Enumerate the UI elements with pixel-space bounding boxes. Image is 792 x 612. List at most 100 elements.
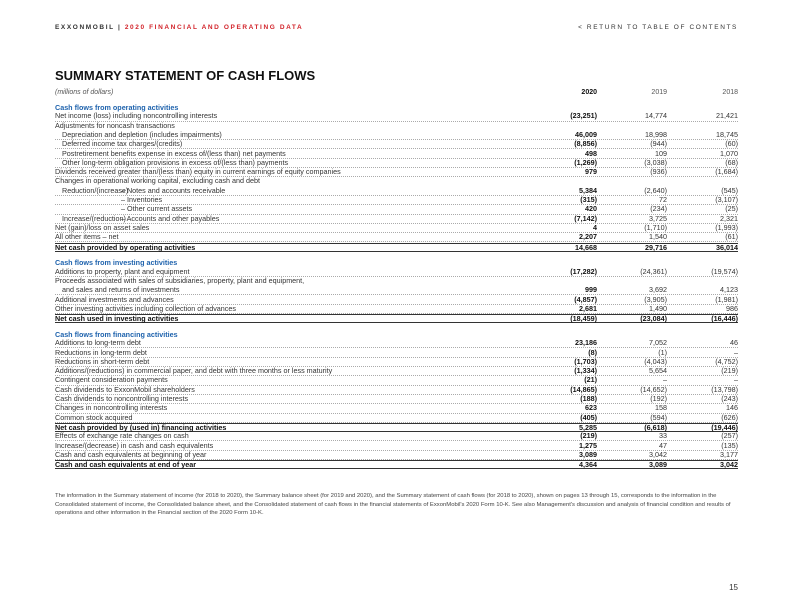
table-row: – Inventories (315) 72 (3,107) — [55, 195, 738, 206]
table-row: Other investing activities including col… — [55, 303, 738, 315]
row-item: – Accounts and other payables — [121, 213, 220, 223]
table-row: Adjustments for noncash transactions — [55, 120, 738, 131]
cell-value: 999 — [585, 285, 597, 295]
cell-value: 36,014 — [716, 242, 738, 252]
row-label: Net cash provided by (used in) financing… — [55, 422, 227, 432]
cell-value: 14,668 — [575, 242, 597, 252]
cell-value: 3,089 — [579, 449, 597, 459]
cell-value: (1,993) — [715, 222, 738, 232]
toc-link[interactable]: < RETURN TO TABLE OF CONTENTS — [578, 24, 738, 31]
row-label: Proceeds associated with sales of subsid… — [55, 275, 305, 285]
cell-value: (188) — [580, 394, 597, 403]
cell-value: 72 — [659, 195, 667, 204]
cell-value: (405) — [580, 412, 597, 422]
cell-value: 23,186 — [575, 338, 597, 348]
page-number: 15 — [729, 583, 738, 592]
cell-value: (1,981) — [715, 294, 738, 304]
cell-value: 3,042 — [720, 460, 738, 470]
row-label: Adjustments for noncash transactions — [55, 120, 175, 130]
row-label: Changes in operational working capital, … — [55, 176, 260, 186]
cell-value: 18,745 — [716, 129, 738, 139]
cell-value: 2,681 — [579, 303, 597, 313]
cell-value: (61) — [725, 232, 738, 242]
cell-value: 33 — [659, 431, 667, 441]
table-row: Depreciation and depletion (includes imp… — [55, 129, 738, 141]
row-label: Other investing activities including col… — [55, 303, 236, 313]
table-row: Cash and cash equivalents at beginning o… — [55, 449, 738, 461]
total-row: Cash and cash equivalents at end of year… — [55, 460, 738, 470]
row-label: Additions to long-term debt — [55, 338, 141, 348]
cell-value: (1,684) — [715, 167, 738, 177]
row-label: Reduction/(increase) — [62, 185, 129, 195]
cell-value: 2,321 — [720, 213, 738, 223]
cell-value: 47 — [659, 440, 667, 450]
table-row: – Other current assets 420 (234) (25) — [55, 204, 738, 215]
row-label: Postretirement benefits expense in exces… — [62, 148, 286, 158]
table-row: Additional investments and advances (4,85… — [55, 294, 738, 305]
cell-value: (545) — [721, 185, 738, 195]
cell-value: 3,692 — [649, 285, 667, 295]
cell-value: (1,269) — [574, 157, 597, 167]
cell-value: (2,640) — [644, 185, 667, 195]
cell-value: (1,710) — [644, 222, 667, 232]
cell-value: – — [734, 375, 738, 385]
cell-value: (135) — [721, 440, 738, 450]
row-label: Additions to property, plant and equipme… — [55, 266, 190, 276]
row-label: Additions/(reductions) in commercial pap… — [55, 366, 333, 376]
cell-value: 146 — [726, 403, 738, 413]
cell-value: 3,042 — [649, 449, 667, 459]
cell-value: 1,490 — [649, 303, 667, 313]
row-label: Reductions in long-term debt — [55, 347, 147, 357]
row-label: All other items – net — [55, 232, 119, 242]
cell-value: (936) — [650, 167, 667, 177]
cell-value: (1,703) — [574, 356, 597, 366]
cell-value: – — [663, 375, 667, 385]
cell-value: (24,361) — [640, 266, 667, 276]
section-heading: Cash flows from operating activities — [55, 103, 179, 112]
table-row: Net (gain)/loss on asset sales 4 (1,710) (1… — [55, 222, 738, 234]
cell-value: 46,009 — [575, 129, 597, 139]
cell-value: 1,275 — [579, 440, 597, 450]
row-label: Deferred income tax charges/(credits) — [62, 139, 183, 149]
row-label: Net cash provided by operating activitie… — [55, 242, 196, 252]
total-row: Net cash used in investing activities (18… — [55, 314, 738, 324]
row-label: Depreciation and depletion (includes imp… — [62, 129, 222, 139]
row-label: Other long-term obligation provisions in… — [62, 157, 289, 167]
table-row: Effects of exchange rate changes on cash… — [55, 431, 738, 442]
row-item: – Other current assets — [121, 204, 193, 214]
row-label: Common stock acquired — [55, 412, 133, 422]
section-heading: Cash flows from investing activities — [55, 258, 178, 268]
total-row: Net cash provided by (used in) financing… — [55, 422, 738, 433]
table-row: Common stock acquired (405) (594) (626) — [55, 412, 738, 423]
table-row: Additions to long-term debt 23,186 7,052 46 — [55, 338, 738, 349]
cell-value: 3,177 — [720, 449, 738, 459]
column-header: 2020 — [581, 89, 597, 96]
table-row: All other items – net 2,207 1,540 (61) — [55, 232, 738, 243]
cell-value: (23,251) — [570, 111, 597, 121]
cell-value: (7,142) — [574, 213, 597, 223]
separator: | — [118, 24, 122, 31]
table-row: Additions/(reductions) in commercial pap… — [55, 366, 738, 377]
cell-value: 109 — [655, 148, 667, 158]
table-row: Contingent consideration payments (21) – – — [55, 375, 738, 386]
row-label: Net income (loss) including noncontrolli… — [55, 111, 218, 121]
cell-value: (219) — [580, 431, 597, 441]
cell-value: (16,446) — [711, 314, 738, 324]
table-row: Increase/(decrease) in cash and cash equ… — [55, 440, 738, 451]
cell-value: 7,052 — [649, 338, 667, 348]
cell-value: (6,618) — [644, 422, 667, 432]
cell-value: 4,123 — [720, 285, 738, 295]
cell-value: 3,725 — [649, 213, 667, 223]
cell-value: 29,716 — [645, 242, 667, 252]
cell-value: (14,652) — [640, 384, 667, 394]
cell-value: (243) — [721, 394, 738, 403]
cell-value: 4,364 — [579, 460, 597, 470]
row-label: Cash dividends to noncontrolling interes… — [55, 394, 189, 403]
cell-value: (8) — [588, 347, 597, 357]
table-row: Cash dividends to ExxonMobil shareholder… — [55, 384, 738, 395]
cell-value: (626) — [721, 412, 738, 422]
total-row: Net cash provided by operating activitie… — [55, 242, 738, 252]
cell-value: 14,774 — [645, 111, 667, 121]
cell-value: (8,856) — [574, 139, 597, 149]
